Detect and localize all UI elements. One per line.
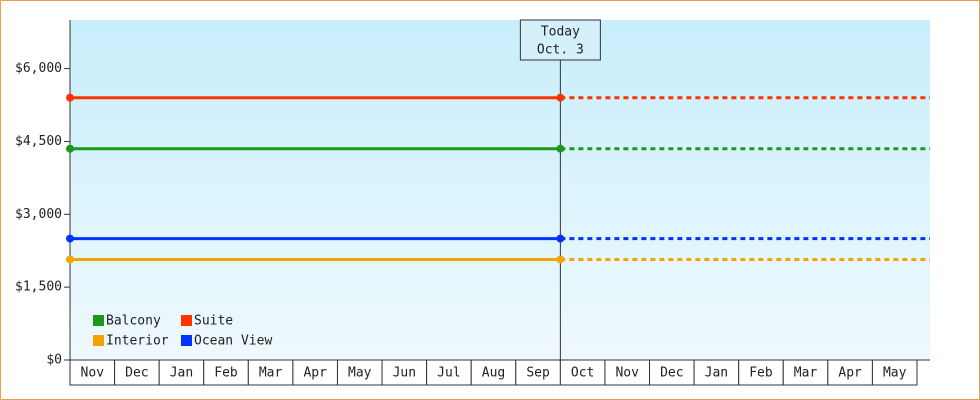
point xyxy=(556,144,565,153)
point xyxy=(66,93,74,102)
point xyxy=(66,255,74,264)
today-date: Oct. 3 xyxy=(537,43,584,58)
category-cell xyxy=(559,359,606,386)
x-tick-label: Feb xyxy=(749,366,773,381)
category-cell xyxy=(871,359,918,386)
point xyxy=(556,93,565,102)
x-tick-label: Sep xyxy=(526,366,550,381)
today-box xyxy=(519,19,601,61)
legend-swatch xyxy=(181,335,192,346)
y-tick-label: $1,500 xyxy=(15,280,62,295)
point xyxy=(66,144,74,153)
x-tick-label: Nov xyxy=(81,366,105,381)
legend-swatch xyxy=(93,315,104,326)
x-tick-label: Apr xyxy=(303,366,327,381)
category-cell xyxy=(738,359,784,386)
x-tick-label: Oct xyxy=(571,366,594,381)
category-cell xyxy=(158,359,205,386)
plot-area xyxy=(70,20,930,360)
x-tick-label: Aug xyxy=(482,366,505,381)
legend-label: Ocean View xyxy=(194,334,272,349)
y-tick-label: $6,000 xyxy=(15,61,62,76)
legend-label: Balcony xyxy=(106,314,161,329)
x-tick-label: Nov xyxy=(615,366,639,381)
x-tick-label: Jul xyxy=(437,366,460,381)
legend-swatch xyxy=(93,335,104,346)
y-tick-label: $4,500 xyxy=(15,134,62,149)
category-cell xyxy=(114,359,160,386)
category-cell xyxy=(381,359,428,386)
y-tick-label: $0 xyxy=(46,353,62,368)
point xyxy=(66,234,74,243)
x-tick-label: May xyxy=(348,366,372,381)
category-cell xyxy=(693,359,740,386)
category-cell xyxy=(247,359,294,386)
x-tick-label: Jan xyxy=(170,366,193,381)
category-cell xyxy=(604,359,651,386)
x-tick-label: Dec xyxy=(125,366,148,381)
category-cell xyxy=(203,359,249,386)
category-cell xyxy=(470,359,517,386)
point xyxy=(556,255,565,264)
x-tick-label: Jan xyxy=(705,366,728,381)
x-tick-label: May xyxy=(883,366,907,381)
category-cell xyxy=(69,359,116,386)
x-tick-label: Mar xyxy=(794,366,818,381)
x-tick-label: Apr xyxy=(838,366,862,381)
y-tick-label: $3,000 xyxy=(15,207,62,222)
today-title: Today xyxy=(541,25,580,40)
legend-swatch xyxy=(181,315,192,326)
x-tick-label: Jun xyxy=(393,366,416,381)
x-tick-label: Dec xyxy=(660,366,683,381)
legend-label: Suite xyxy=(194,314,233,329)
x-tick-label: Feb xyxy=(214,366,238,381)
x-tick-label: Mar xyxy=(259,366,283,381)
category-cell xyxy=(827,359,873,386)
point xyxy=(556,234,565,243)
legend-label: Interior xyxy=(106,334,169,349)
